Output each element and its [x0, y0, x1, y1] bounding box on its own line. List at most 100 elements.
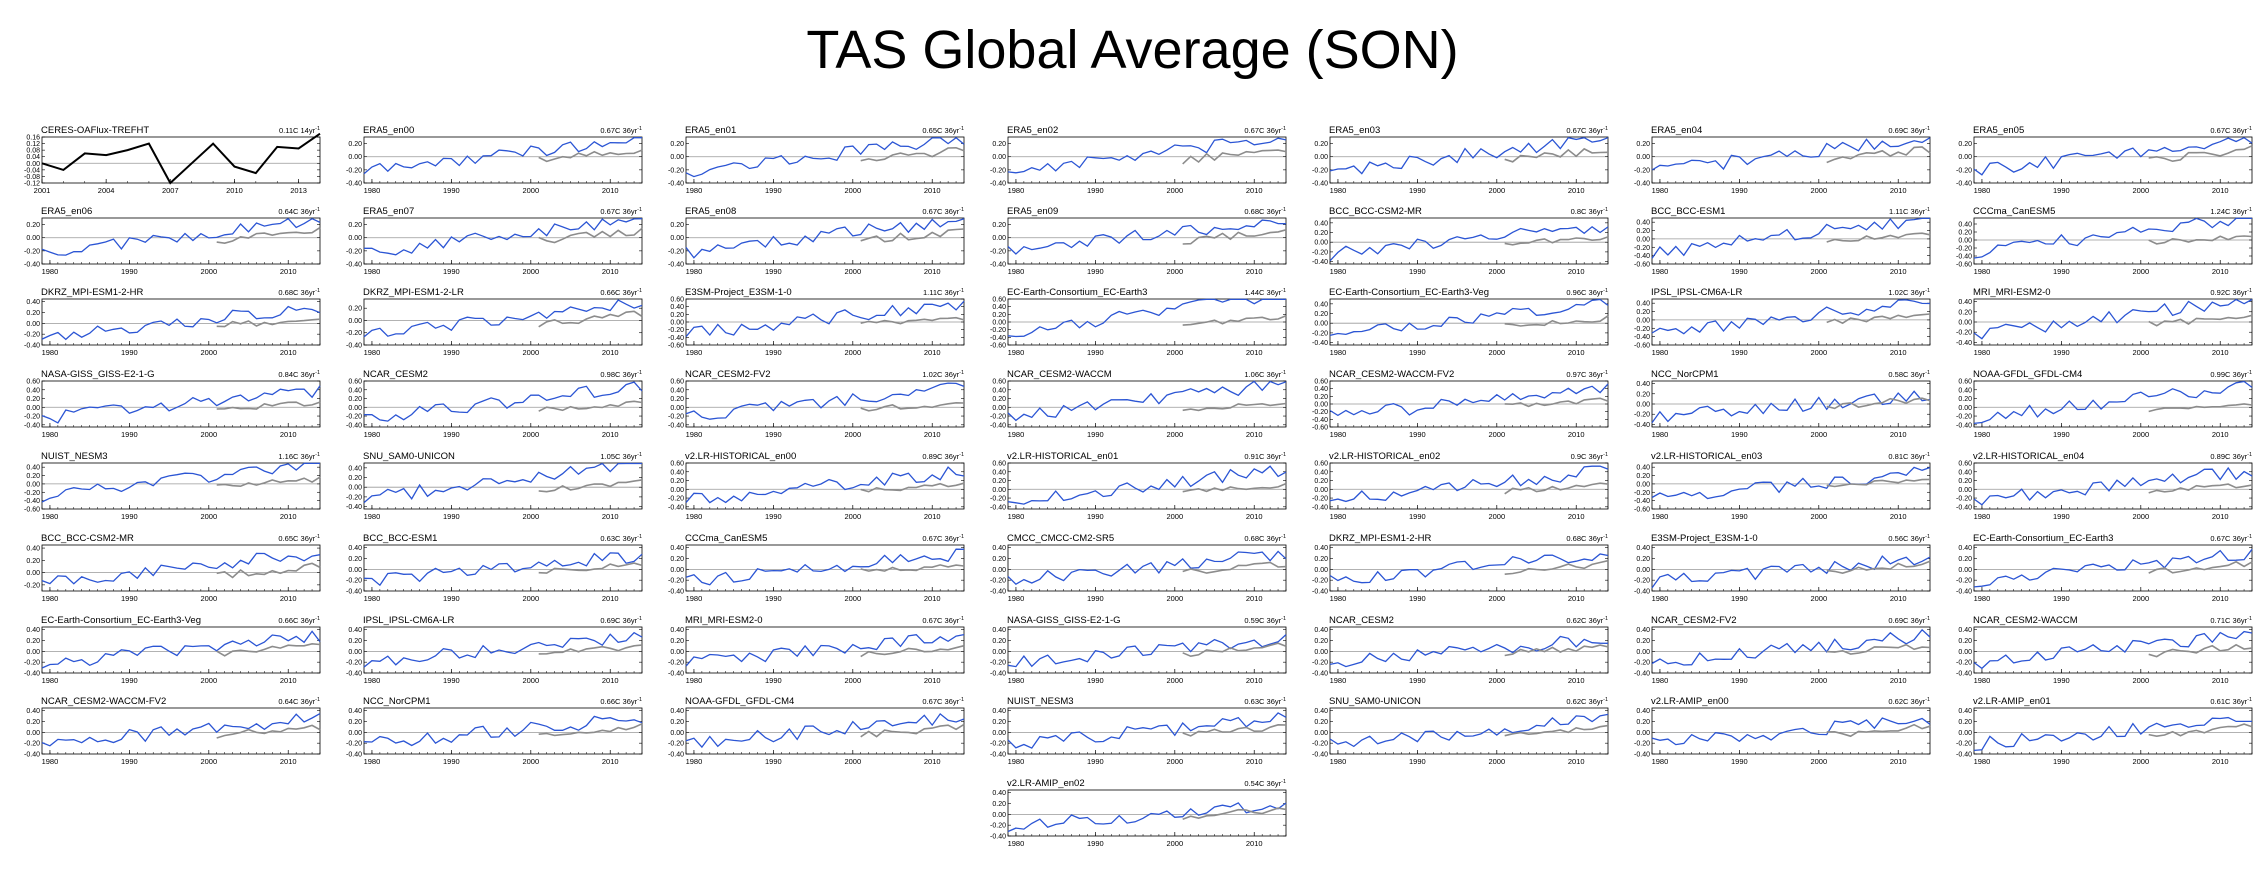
- panel: NOAA-GFDL_GFDL-CM4 0.99C 36yr-1 0.600.40 0.…: [1956, 369, 2253, 439]
- y-tick-label: -0.40: [668, 589, 684, 596]
- y-tick-label: -0.20: [346, 741, 362, 748]
- obs-series-line: [216, 476, 321, 488]
- panel: v2.LR-AMIP_en02 0.54C 36yr-1 0.40 0.20 0.00 -…: [990, 778, 1287, 848]
- y-tick-label: 0.00: [1958, 649, 1972, 656]
- panel-trend: 1.02C 36yr-1: [922, 370, 964, 379]
- plot-frame: [1973, 626, 2253, 674]
- x-tick-label: 1990: [443, 430, 460, 439]
- x-tick-label: 2010: [1246, 839, 1263, 848]
- model-series-line: [1973, 716, 2252, 752]
- panel-trend: 1.11C 36yr-1: [923, 288, 964, 297]
- y-tick-label: -0.40: [1312, 417, 1328, 424]
- y-tick-label: 0.40: [26, 387, 40, 394]
- panel-trend: 0.67C 36yr-1: [1244, 126, 1286, 135]
- y-tick-label: 0.40: [992, 469, 1006, 476]
- x-tick-label: 1990: [1087, 267, 1104, 276]
- panel-trend: 0.68C 36yr-1: [1244, 534, 1286, 543]
- y-tick-label: 0.00: [348, 567, 362, 574]
- panel: NUIST_NESM3 1.16C 36yr-1 0.400.200.00 -0.20…: [24, 451, 321, 521]
- y-tick-label: -0.20: [668, 167, 684, 174]
- obs-series-line: [1826, 478, 1931, 488]
- x-tick-label: 2010: [1246, 594, 1263, 603]
- y-tick-label: 0.40: [670, 545, 684, 552]
- panel-title: NASA-GISS_GISS-E2-1-G: [1007, 615, 1121, 626]
- y-tick-label: 0.40: [1958, 299, 1972, 306]
- panel: EC-Earth-Consortium_EC-Earth3 1.44C 36yr-…: [990, 287, 1287, 357]
- panel: IPSL_IPSL-CM6A-LR 1.02C 36yr-1 0.400.200.0…: [1634, 287, 1931, 357]
- y-tick-label: 0.40: [1314, 220, 1328, 227]
- y-tick-label: -0.40: [1312, 340, 1328, 347]
- x-tick-label: 1980: [1652, 512, 1669, 521]
- plot-frame: [41, 462, 321, 510]
- panel-title: EC-Earth-Consortium_EC-Earth3-Veg: [41, 615, 201, 626]
- model-series-line: [1007, 465, 1287, 505]
- y-tick-label: -0.20: [990, 248, 1006, 255]
- obs-series-line: [538, 644, 643, 655]
- x-tick-label: 2000: [522, 430, 539, 439]
- x-tick-label: 1990: [1087, 512, 1104, 521]
- panel-trend: 0.63C 36yr-1: [600, 534, 642, 543]
- plot-frame: [1651, 462, 1931, 510]
- panel-title: NCAR_CESM2-FV2: [1651, 615, 1737, 626]
- y-tick-label: 0.04: [26, 154, 40, 161]
- x-tick-label: 2010: [602, 430, 619, 439]
- x-tick-label: 1980: [1974, 186, 1991, 195]
- x-tick-label: 2000: [2132, 676, 2149, 685]
- y-tick-label: -0.20: [1312, 167, 1328, 174]
- plot-frame: [685, 544, 965, 592]
- y-tick-label: 0.00: [670, 154, 684, 161]
- panel-trend: 0.67C 36yr-1: [2210, 126, 2252, 135]
- panel: MRI_MRI-ESM2-0 0.67C 36yr-1 0.40 0.20 0.00 -0…: [668, 615, 965, 685]
- panel: BCC_BCC-ESM1 0.63C 36yr-1 0.40 0.20 0.00 -0.2…: [346, 533, 643, 603]
- y-tick-label: -0.40: [668, 752, 684, 759]
- y-tick-label: 0.00: [670, 405, 684, 412]
- obs-series-line: [2148, 235, 2253, 245]
- y-tick-label: 0.20: [1314, 141, 1328, 148]
- x-tick-label: 2010: [1568, 676, 1585, 685]
- panel: EC-Earth-Consortium_EC-Earth3 0.67C 36yr-…: [1956, 533, 2253, 603]
- panel-title: NCAR_CESM2: [1329, 615, 1394, 626]
- panel-title: ERA5_en02: [1007, 125, 1058, 136]
- x-tick-label: 1990: [121, 430, 138, 439]
- x-tick-label: 2000: [522, 757, 539, 766]
- model-series-line: [1973, 380, 2253, 425]
- panel-title: ERA5_en09: [1007, 206, 1058, 217]
- panel-title: E3SM-Project_E3SM-1-0: [1651, 533, 1758, 544]
- obs-series-line: [1182, 402, 1287, 412]
- obs-series-line: [538, 310, 643, 328]
- obs-series-line: [1182, 149, 1287, 165]
- panel-trend: 0.66C 36yr-1: [600, 697, 642, 706]
- obs-series-line: [2148, 145, 2253, 163]
- y-tick-label: 0.00: [26, 570, 40, 577]
- panel-title: CERES-OAFlux-TREFHT: [41, 125, 149, 136]
- y-tick-label: -0.20: [1956, 167, 1972, 174]
- obs-series-line: [1826, 232, 1931, 243]
- y-tick-label: -0.40: [346, 504, 362, 511]
- plot-frame: [1973, 217, 2253, 265]
- x-tick-label: 1990: [1087, 839, 1104, 848]
- panel-title: v2.LR-HISTORICAL_en00: [685, 451, 796, 462]
- model-series-line: [1329, 383, 1609, 417]
- y-tick-label: 0.40: [992, 708, 1006, 715]
- y-tick-label: 0.40: [1958, 469, 1972, 476]
- y-tick-label: -0.40: [1312, 259, 1328, 266]
- x-tick-label: 1980: [686, 430, 703, 439]
- y-tick-label: 0.40: [348, 545, 362, 552]
- y-tick-label: 0.00: [670, 649, 684, 656]
- y-tick-label: 0.20: [348, 475, 362, 482]
- y-tick-label: 0.20: [1636, 719, 1650, 726]
- panel: NASA-GISS_GISS-E2-1-G 0.59C 36yr-1 0.40 0.2…: [990, 615, 1287, 685]
- panel-trend: 0.8C 36yr-1: [1571, 207, 1608, 216]
- x-tick-label: 1980: [686, 512, 703, 521]
- x-tick-label: 1980: [1008, 512, 1025, 521]
- panel-trend: 0.68C 36yr-1: [278, 288, 320, 297]
- x-tick-label: 2010: [280, 430, 297, 439]
- y-tick-label: 0.00: [1958, 320, 1972, 327]
- y-tick-label: 0.40: [26, 627, 40, 634]
- x-tick-label: 1990: [121, 512, 138, 521]
- x-tick-label: 1990: [1409, 348, 1426, 357]
- y-tick-label: 0.20: [348, 556, 362, 563]
- y-tick-label: -0.08: [24, 174, 40, 181]
- obs-series-line: [216, 226, 321, 245]
- x-tick-label: 2010: [2212, 348, 2229, 357]
